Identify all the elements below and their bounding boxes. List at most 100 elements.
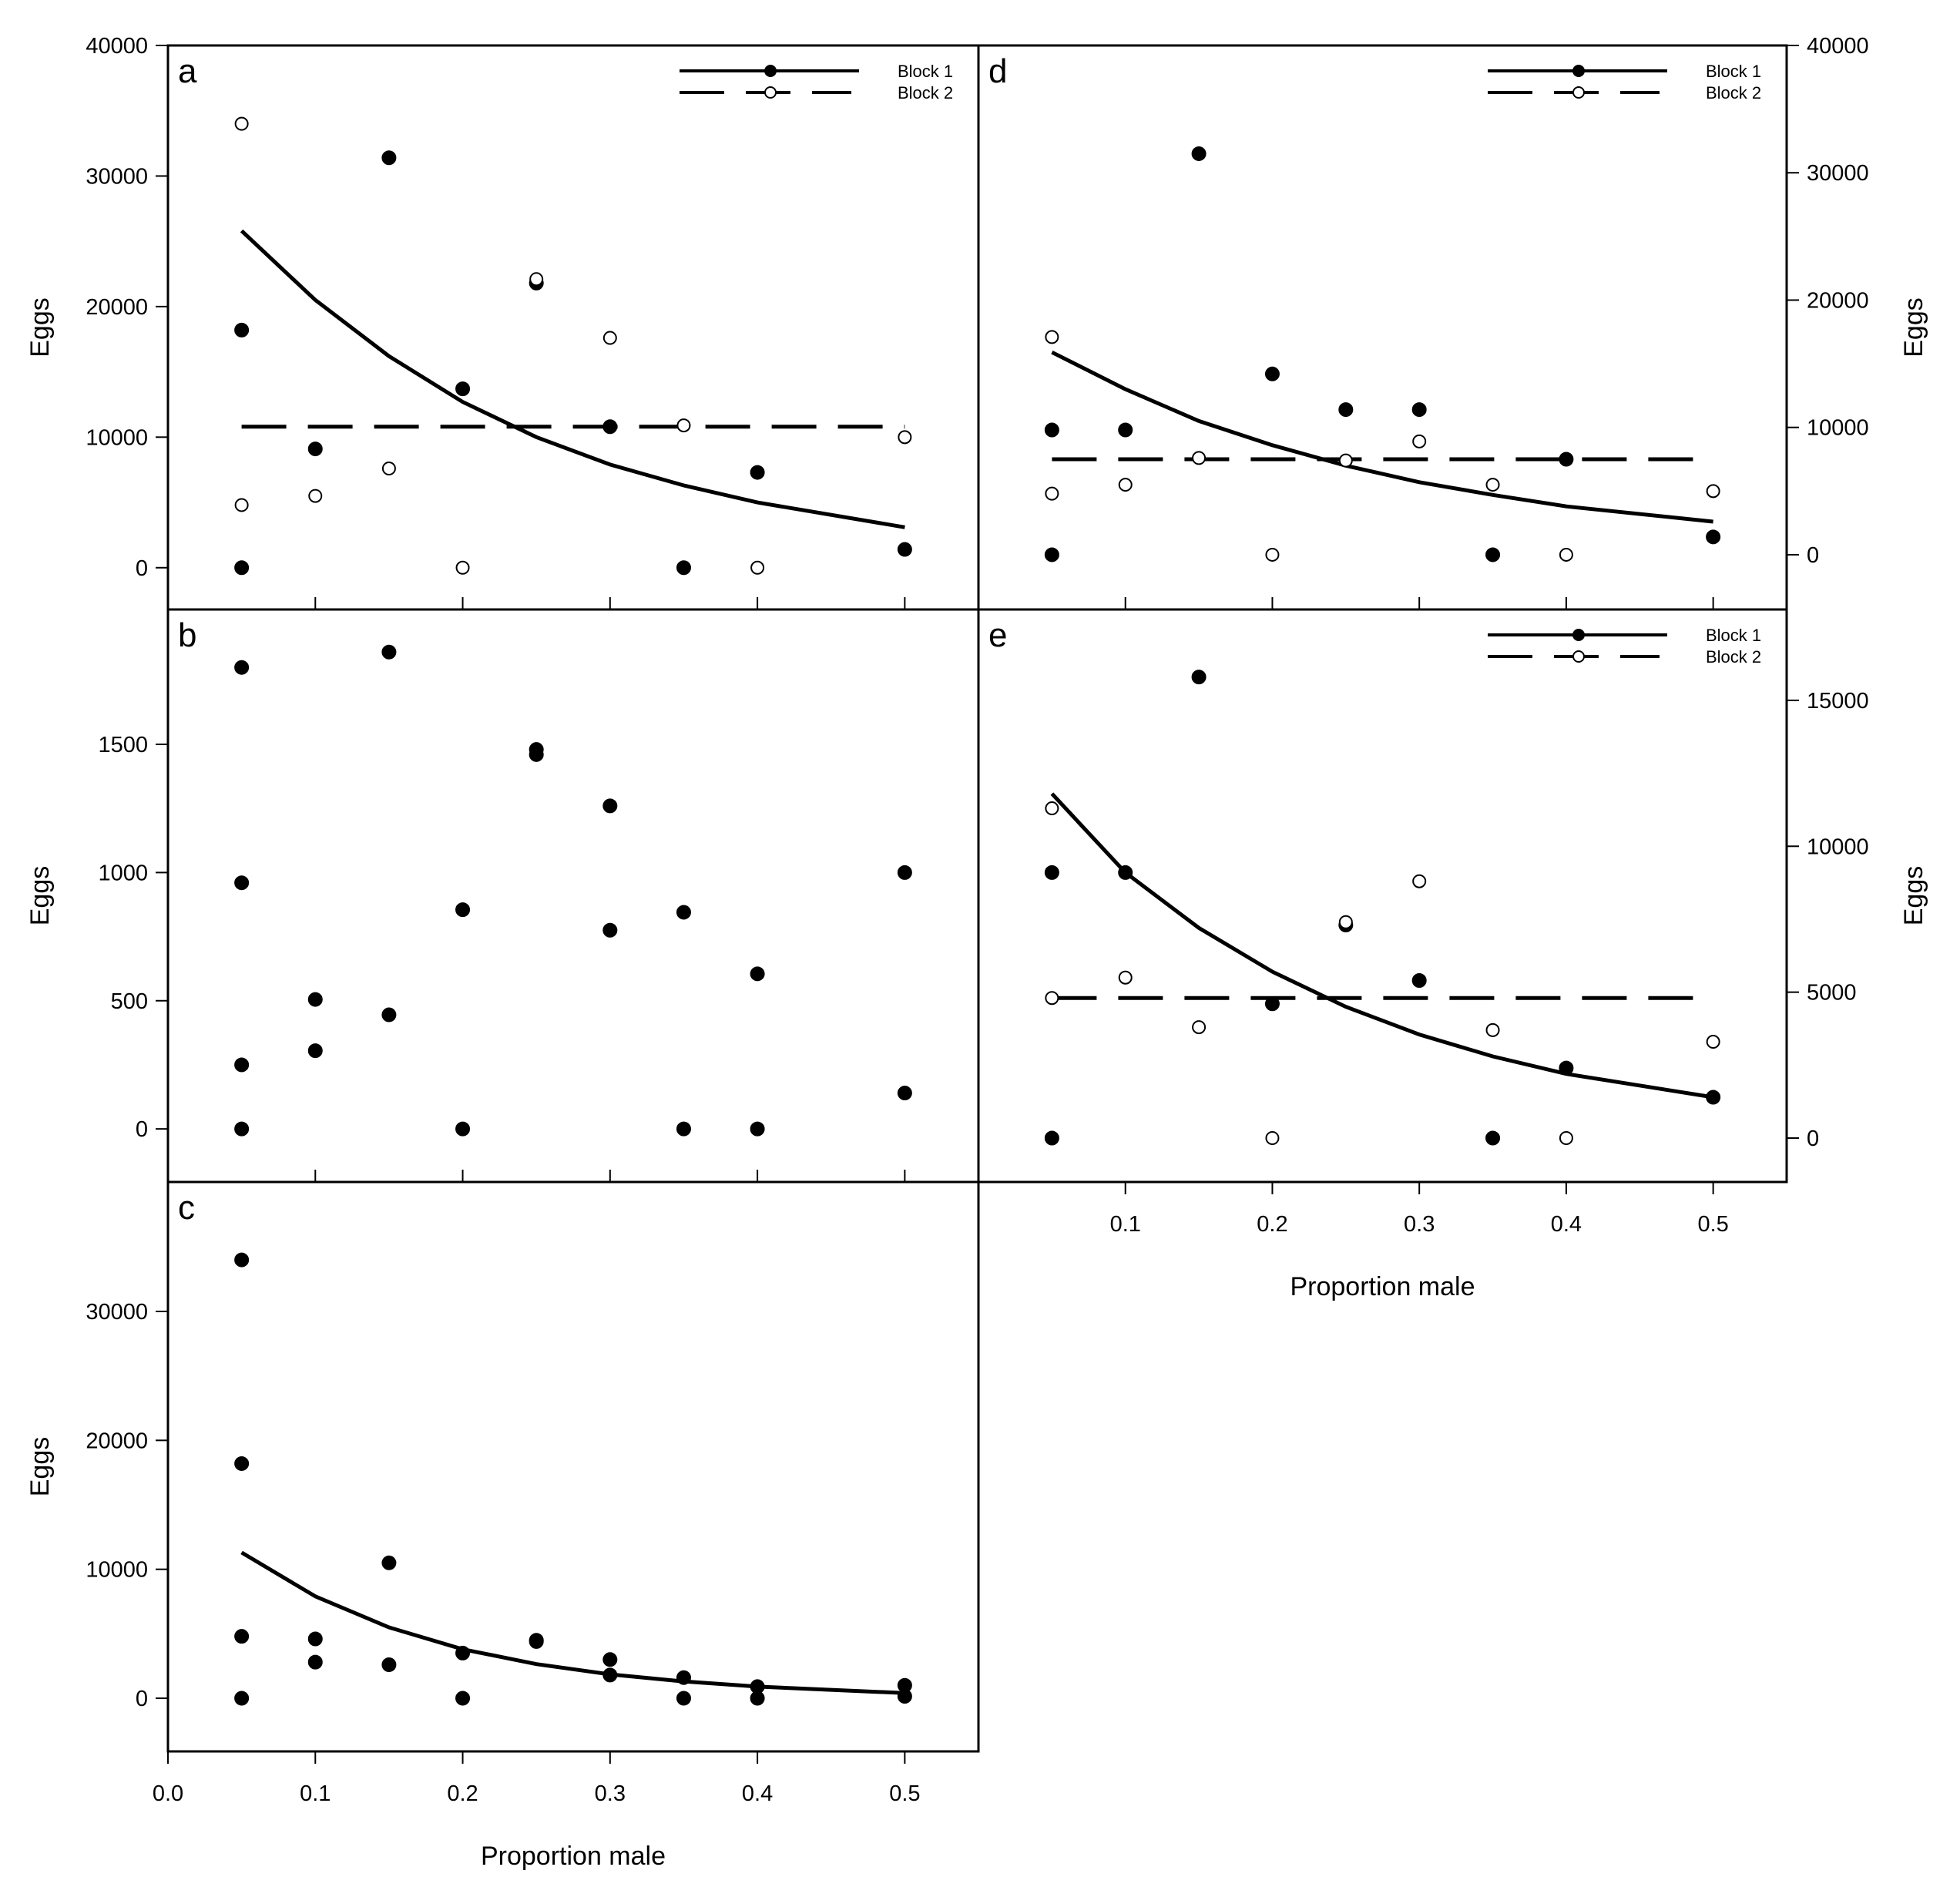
data-point-filled bbox=[602, 798, 618, 814]
x-tick-label: 0.0 bbox=[153, 1781, 183, 1806]
legend-entry: Block 1 bbox=[898, 62, 953, 81]
data-point-open bbox=[1045, 486, 1059, 501]
legend-entry: Block 2 bbox=[1706, 647, 1761, 667]
data-point-filled bbox=[234, 1057, 250, 1073]
data-point-open bbox=[1265, 1131, 1280, 1146]
data-point-filled bbox=[234, 1121, 250, 1137]
data-point-filled bbox=[307, 1043, 323, 1059]
panel-e: e 0 5000 10000 15000 Eggs 0.1 0.2 0.3 0.4 0.5 Propo… bbox=[977, 608, 1928, 1301]
solid-fit-line-block-1 bbox=[240, 229, 905, 529]
data-point-filled bbox=[897, 542, 912, 557]
data-point-filled bbox=[1411, 402, 1427, 418]
data-point-filled bbox=[1044, 1130, 1059, 1146]
plot-frame-e bbox=[977, 608, 1788, 1184]
data-point-filled bbox=[455, 902, 471, 918]
legend-entry: Block 1 bbox=[1706, 626, 1761, 645]
data-point-filled bbox=[1411, 972, 1427, 988]
x-axis-label: Proportion male bbox=[481, 1842, 666, 1871]
y-tick-label: 10000 bbox=[86, 425, 148, 450]
panel-b: b 0 500 1000 1500 Eggs bbox=[25, 608, 980, 1184]
data-point-filled bbox=[1264, 996, 1280, 1012]
data-point-open bbox=[1559, 1131, 1573, 1146]
legend-marker-open bbox=[764, 86, 777, 99]
data-point-open bbox=[1412, 434, 1427, 448]
data-point-open bbox=[1338, 453, 1353, 468]
data-point-filled bbox=[234, 875, 250, 891]
x-tick-label: 0.2 bbox=[1257, 1212, 1287, 1237]
solid-fit-line-block-1 bbox=[1050, 792, 1713, 1100]
panel-d: d 0 10000 20000 30000 40000 Eggs Block 1 Block 2 bbox=[977, 34, 1928, 611]
data-point-open bbox=[1412, 874, 1427, 888]
data-point-filled bbox=[750, 1121, 765, 1137]
data-point-open bbox=[234, 116, 249, 131]
x-tick-label: 0.4 bbox=[742, 1781, 773, 1806]
legend-marker-filled bbox=[1572, 629, 1585, 641]
y-tick-label: 0 bbox=[136, 1117, 148, 1142]
y-tick-label: 1500 bbox=[98, 733, 148, 757]
plot-frame-b bbox=[166, 608, 980, 1184]
data-point-filled bbox=[1264, 366, 1280, 381]
y-tick-label: 20000 bbox=[86, 1429, 148, 1453]
panel-label: e bbox=[988, 616, 1007, 654]
data-point-open bbox=[602, 331, 617, 345]
data-point-filled bbox=[381, 1007, 397, 1022]
data-point-filled bbox=[307, 1654, 323, 1670]
data-point-filled bbox=[455, 381, 471, 397]
y-tick-label: 40000 bbox=[86, 34, 148, 59]
x-tick-label: 0.5 bbox=[1697, 1212, 1728, 1237]
data-point-open bbox=[1485, 478, 1500, 492]
data-point-filled bbox=[1191, 146, 1207, 161]
plot-frame-a bbox=[166, 44, 980, 611]
data-point-filled bbox=[750, 966, 765, 982]
x-axis-label: Proportion male bbox=[1290, 1272, 1475, 1301]
x-tick-label: 0.1 bbox=[300, 1781, 331, 1806]
data-point-filled bbox=[1485, 547, 1501, 562]
x-tick-label: 0.3 bbox=[1404, 1212, 1435, 1237]
y-tick-label: 40000 bbox=[1807, 34, 1869, 59]
x-tick-label: 0.1 bbox=[1110, 1212, 1141, 1237]
legend: Block 1 Block 2 bbox=[1488, 626, 1761, 667]
y-tick-label: 10000 bbox=[1807, 416, 1869, 441]
data-point-open bbox=[1045, 801, 1059, 816]
y-axis-label: Eggs bbox=[25, 1437, 55, 1497]
y-tick-label: 0 bbox=[1807, 1127, 1819, 1151]
data-point-filled bbox=[381, 644, 397, 660]
data-point-filled bbox=[234, 660, 250, 675]
legend-marker-open bbox=[1572, 86, 1585, 99]
data-point-filled bbox=[234, 322, 250, 337]
data-point-filled bbox=[381, 150, 397, 166]
data-point-open bbox=[455, 560, 470, 575]
data-point-open bbox=[1118, 478, 1133, 492]
data-point-open bbox=[676, 418, 691, 433]
data-point-filled bbox=[897, 1688, 912, 1704]
legend: Block 1 Block 2 bbox=[680, 62, 953, 102]
y-axis-label: Eggs bbox=[1899, 866, 1928, 926]
y-tick-label: 20000 bbox=[1807, 288, 1869, 313]
plot-frame-d bbox=[977, 44, 1788, 611]
solid-fit-line-block-1 bbox=[1051, 350, 1713, 524]
data-point-open bbox=[381, 462, 396, 475]
legend-marker-filled bbox=[764, 65, 777, 77]
data-point-filled bbox=[750, 465, 765, 480]
data-point-filled bbox=[529, 1634, 544, 1649]
data-point-open bbox=[1559, 547, 1573, 562]
data-point-open bbox=[1706, 484, 1720, 499]
data-point-filled bbox=[234, 1456, 250, 1471]
data-point-filled bbox=[307, 1631, 323, 1647]
y-tick-label: 30000 bbox=[1807, 161, 1869, 186]
data-point-filled bbox=[1044, 547, 1059, 562]
legend: Block 1 Block 2 bbox=[1488, 62, 1761, 102]
data-point-filled bbox=[455, 1691, 471, 1706]
legend-entry: Block 2 bbox=[1706, 83, 1761, 102]
data-point-filled bbox=[1044, 865, 1059, 880]
data-point-filled bbox=[529, 747, 544, 762]
x-tick-label: 0.3 bbox=[595, 1781, 626, 1806]
panel-label: d bbox=[988, 52, 1007, 90]
data-point-open bbox=[1265, 547, 1280, 562]
panel-a: a 0 10000 20000 30000 40000 Eggs Block 1 Block 2 bbox=[25, 34, 980, 611]
data-point-filled bbox=[381, 1657, 397, 1672]
panel-label: b bbox=[178, 616, 196, 654]
data-point-filled bbox=[307, 992, 323, 1007]
y-tick-label: 500 bbox=[111, 989, 148, 1014]
data-point-filled bbox=[602, 922, 618, 938]
